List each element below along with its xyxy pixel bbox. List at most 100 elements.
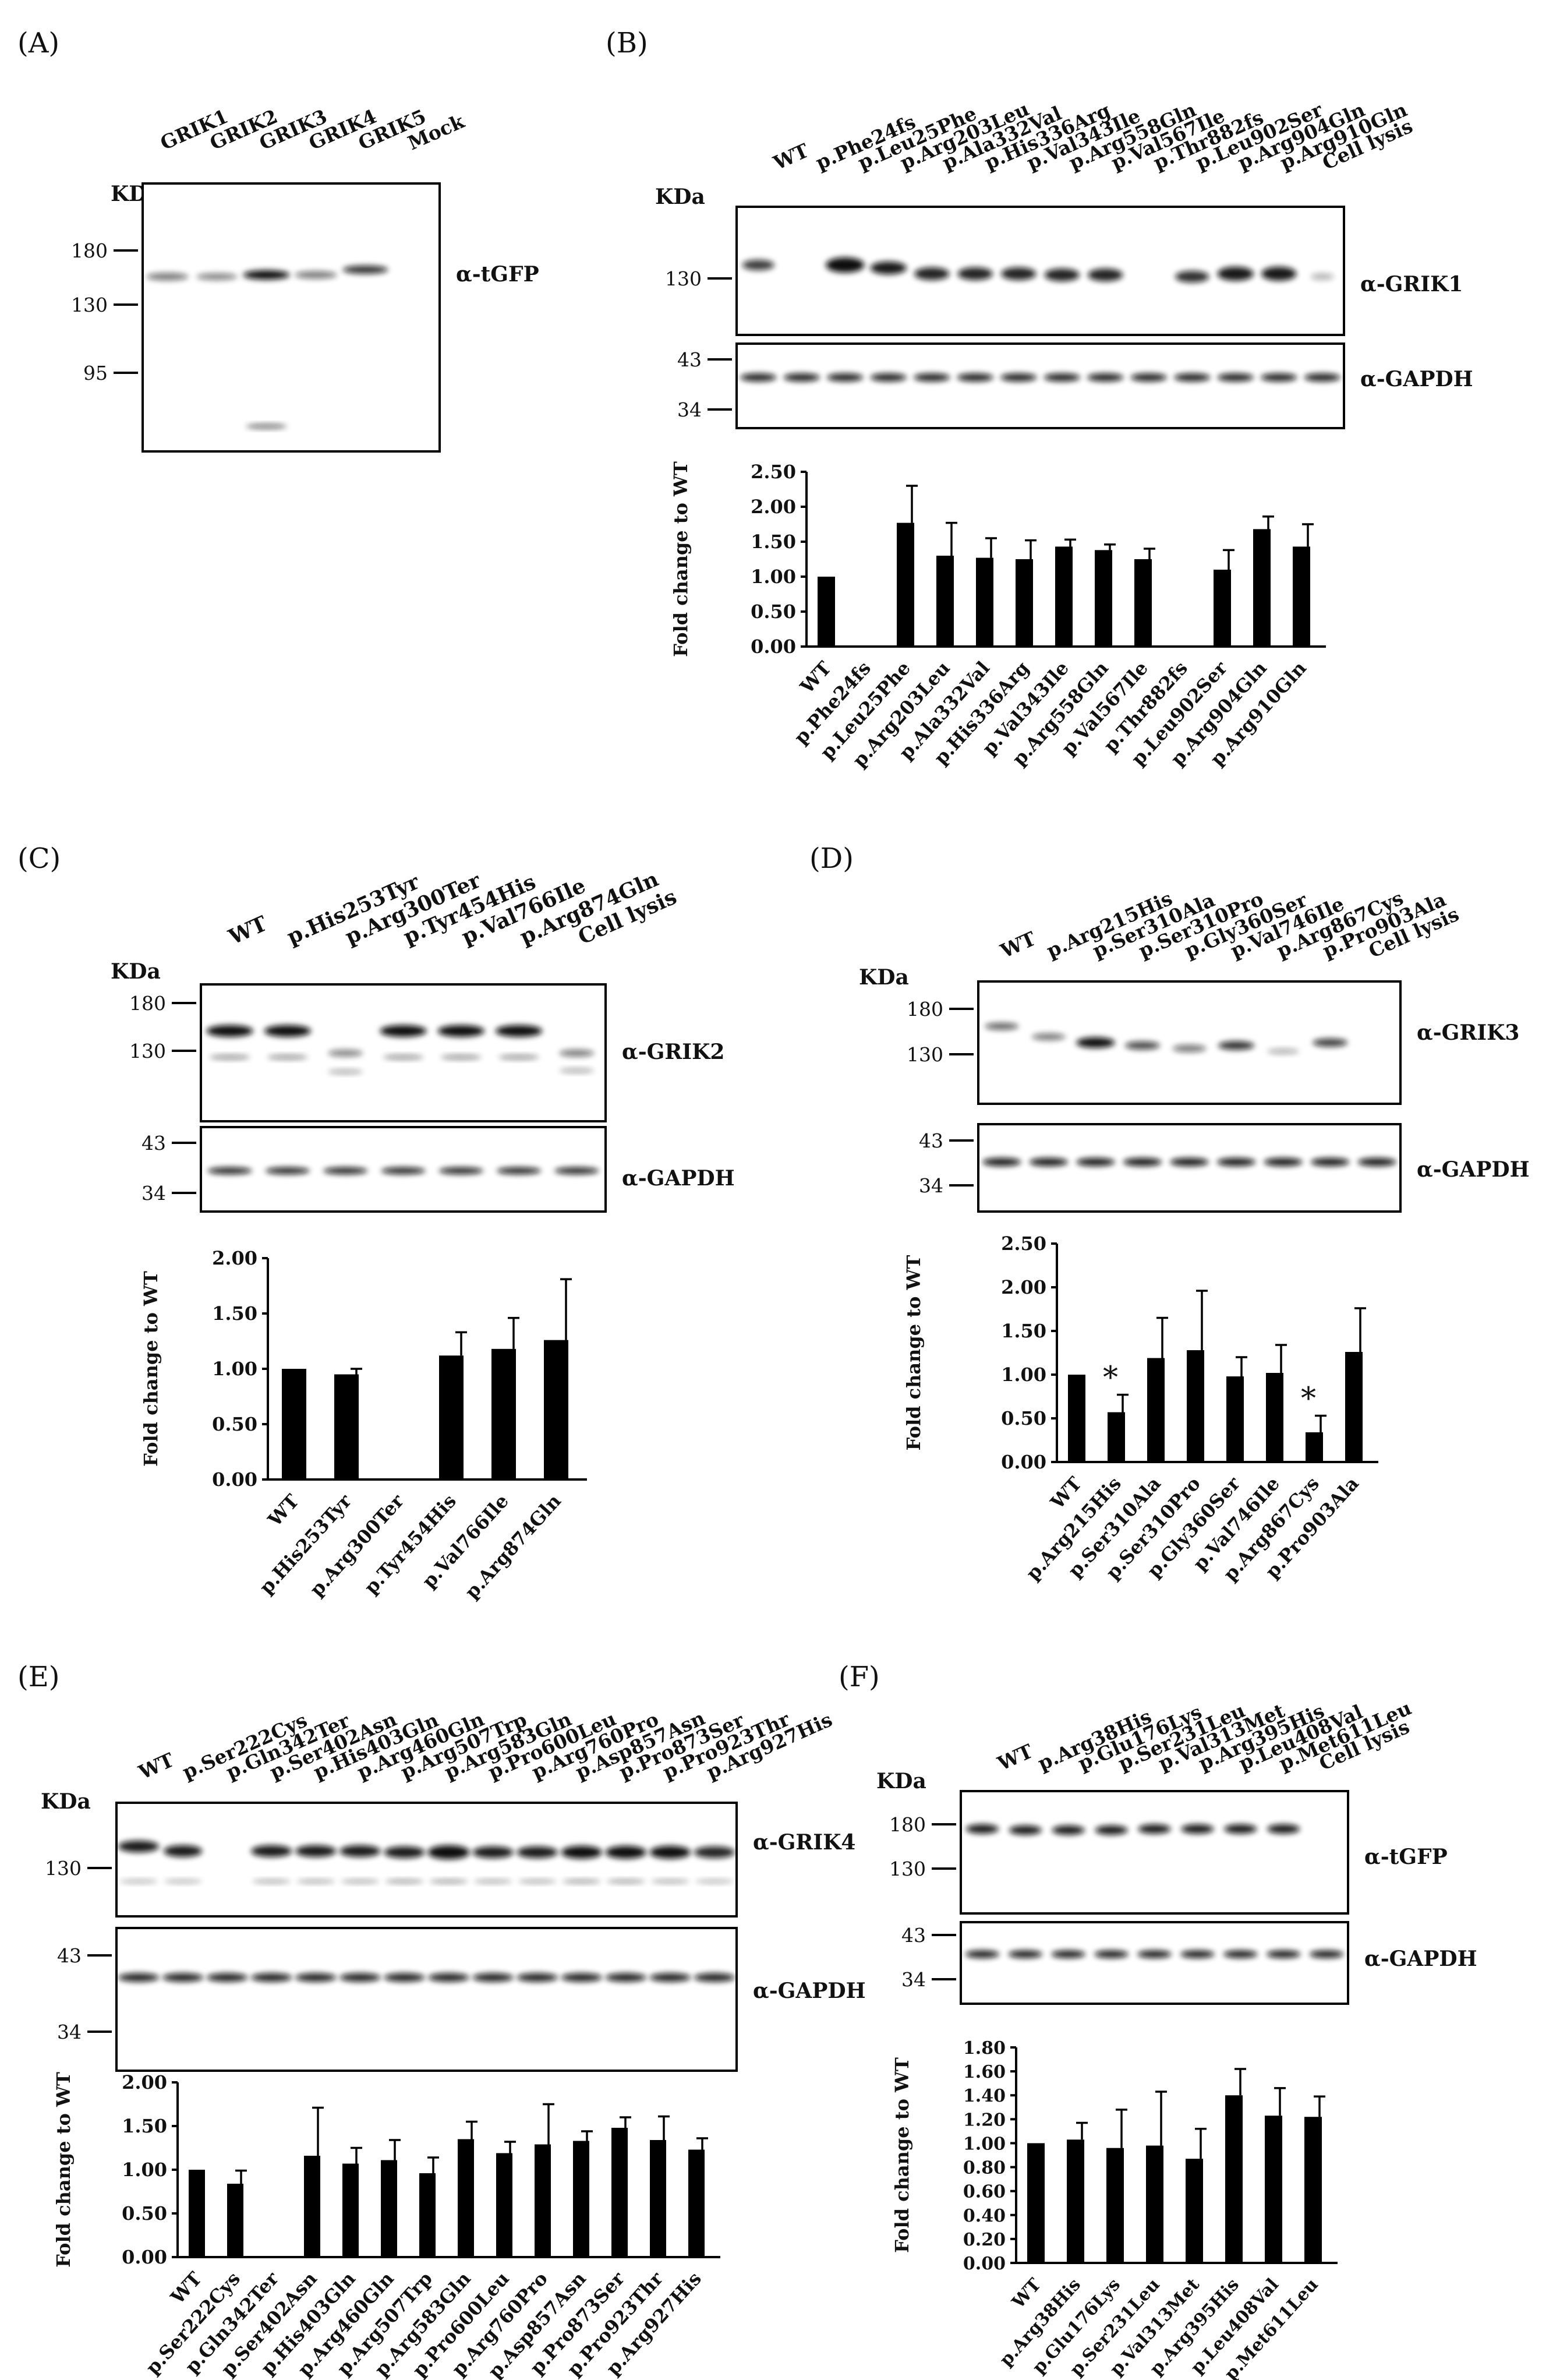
y-tick-label: 2.00 [122, 2071, 167, 2093]
band [982, 1158, 1021, 1166]
band [428, 1973, 469, 1982]
y-tick-label: 0.50 [751, 601, 796, 623]
marker-label: 43 [919, 1129, 943, 1152]
marker-label: 130 [129, 1040, 166, 1062]
band [554, 1167, 599, 1174]
bar [1095, 550, 1112, 647]
band [1087, 373, 1124, 382]
y-tick-label: 2.00 [212, 1247, 257, 1269]
marker-label: 34 [677, 398, 702, 421]
band [1217, 267, 1254, 281]
band [296, 1879, 335, 1884]
band [264, 1025, 311, 1037]
band [870, 262, 907, 274]
panel-b: (B) KDa WT p.Phe24fsp.Leu25Phep.Arg203Leup.… [606, 27, 1473, 429]
band [957, 267, 993, 280]
bar [1265, 2116, 1282, 2263]
y-tick-label: 1.50 [212, 1302, 257, 1325]
marker-label: 43 [677, 348, 702, 371]
y-axis-label: Fold change to WT [891, 2057, 913, 2253]
significance-marker: * [1103, 1361, 1118, 1396]
band [561, 1973, 602, 1982]
bar [1266, 1373, 1283, 1462]
band [1180, 1950, 1215, 1958]
y-tick-label: 1.40 [963, 2086, 1006, 2106]
band [1267, 1824, 1300, 1834]
marker-label: 43 [57, 1944, 82, 1967]
y-tick-label: 2.00 [751, 496, 796, 518]
band [246, 424, 287, 429]
lane-labels: WT p.His253Tyrp.Arg300Terp.Tyr454Hisp.Val… [225, 867, 681, 950]
band [267, 1055, 308, 1060]
antibody-label: α-tGFP [1364, 1845, 1448, 1869]
marker-label: 130 [889, 1858, 926, 1880]
marker-label: 95 [83, 362, 108, 384]
antibody-label: α-GAPDH [1364, 1947, 1477, 1971]
chart-d: Fold change to WT 0.00 0.50 1.00 1.50 2.00 2.5… [903, 1233, 1378, 1586]
band [783, 373, 820, 382]
y-tick-label: 1.80 [963, 2038, 1006, 2058]
y-tick-label: 1.50 [122, 2115, 167, 2137]
band [381, 1167, 426, 1174]
band [914, 373, 950, 382]
marker-label: 34 [919, 1174, 943, 1197]
band [1170, 1158, 1209, 1166]
bar [818, 577, 835, 647]
bar [1068, 1375, 1085, 1462]
band [497, 1167, 542, 1174]
y-tick-label: 1.50 [1001, 1320, 1046, 1342]
marker-label: 34 [142, 1182, 166, 1205]
bar [1146, 2145, 1163, 2263]
band [1138, 1824, 1171, 1834]
y-tick-label: 0.00 [122, 2246, 167, 2268]
band [1088, 269, 1123, 281]
y-tick-label: 1.20 [963, 2110, 1006, 2130]
band [207, 1167, 252, 1174]
band [339, 1845, 381, 1857]
bar [381, 2160, 397, 2257]
blot-frame [200, 983, 607, 1122]
panel-e: (E) KDa WT p.Ser222Cysp.Gln342Terp.Ser402As… [17, 1661, 866, 2072]
band [162, 1973, 204, 1982]
bar [1016, 559, 1033, 647]
blot-frame [735, 342, 1345, 429]
y-tick-label: 0.20 [963, 2230, 1006, 2250]
lane-label: WT [996, 927, 1039, 962]
band [1181, 1824, 1214, 1834]
antibody-label: α-GRIK1 [1360, 272, 1463, 296]
marker-label: 180 [129, 992, 166, 1015]
antibody-label: α-GRIK4 [753, 1830, 855, 1855]
band [473, 1879, 512, 1884]
band [437, 1025, 484, 1037]
band [295, 1845, 337, 1857]
band [207, 1973, 248, 1982]
lane-label: WT [993, 1739, 1036, 1775]
chart-e: Fold change to WT 0.000.501.001.502.00WTp… [52, 2071, 720, 2380]
band [251, 1973, 292, 1982]
band [1267, 1950, 1301, 1958]
y-tick-label: 0.50 [1001, 1407, 1046, 1429]
marker-label: 34 [57, 2021, 82, 2043]
blot-frame [115, 1802, 738, 1918]
band [1311, 1158, 1350, 1166]
band [649, 1846, 691, 1859]
lane-label: WT [135, 1748, 177, 1784]
band [119, 1879, 158, 1884]
band [265, 1167, 310, 1174]
band [498, 1055, 540, 1060]
band [1009, 1825, 1042, 1835]
kda-label: KDa [41, 1789, 91, 1814]
bar [1306, 1432, 1323, 1462]
band [1223, 1950, 1258, 1958]
bar [1108, 1412, 1125, 1462]
bar [1147, 1358, 1165, 1462]
band [694, 1973, 735, 1982]
band [472, 1846, 514, 1858]
band [118, 1973, 160, 1982]
band [559, 1050, 595, 1057]
lane-labels: WT p.Ser222Cysp.Gln342Terp.Ser402Asnp.His… [135, 1707, 836, 1784]
band [518, 1879, 557, 1884]
band [385, 1879, 424, 1884]
band [1076, 1037, 1115, 1048]
band [328, 1050, 363, 1057]
